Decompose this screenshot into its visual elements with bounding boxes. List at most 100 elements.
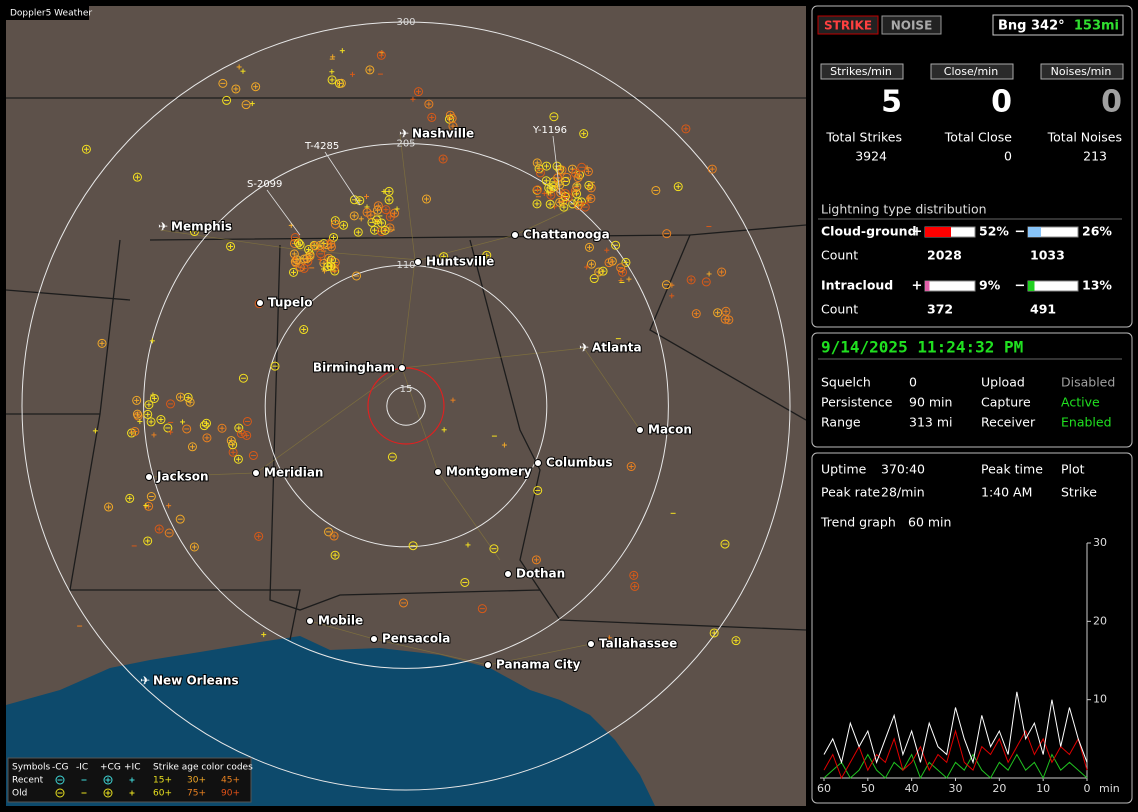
x-tick-label: 50 (861, 782, 875, 795)
strike-symbol (175, 514, 185, 524)
strike-symbol (336, 78, 346, 88)
city-dot (587, 640, 595, 648)
strike-ring (424, 99, 434, 109)
city-label: Panama City (496, 658, 581, 672)
strike-ring (555, 180, 565, 190)
strike-ring (330, 219, 340, 229)
strike-ring (489, 544, 499, 554)
strike-symbol (532, 199, 542, 209)
strike-ring (143, 409, 153, 419)
strike-symbol (329, 69, 335, 75)
strike-ring (662, 229, 672, 239)
ring-label: 300 (396, 17, 415, 28)
strike-symbol (387, 452, 397, 462)
setting-value: Active (1061, 395, 1100, 410)
strike-symbol (316, 249, 326, 259)
strike-symbol (226, 241, 236, 251)
strike-symbol (202, 433, 212, 443)
strike-symbol (618, 267, 628, 277)
strike-ring (681, 124, 691, 134)
strike-ring (329, 531, 339, 541)
strike-ring (372, 215, 382, 225)
strike-symbol (501, 442, 507, 448)
strike-ring (132, 395, 142, 405)
city-dot (534, 459, 542, 467)
strike-symbol (630, 581, 640, 591)
rate-value: 0 (1101, 85, 1122, 120)
total-value: 3924 (855, 149, 887, 164)
strike-ring (604, 258, 614, 268)
strike-ring (549, 182, 559, 192)
distance: 153mi (1074, 19, 1119, 34)
strike-symbol (295, 262, 305, 272)
total-label: Total Noises (1047, 130, 1122, 145)
city-label: Atlanta (592, 341, 642, 355)
clock: 9/14/2025 11:24:32 PM (821, 338, 1023, 357)
strike-symbol (365, 65, 375, 75)
strike-symbol (661, 280, 671, 290)
strike-symbol (92, 428, 98, 434)
sign: + (912, 225, 923, 240)
legend-symbol (103, 775, 113, 785)
strike-symbol (166, 399, 176, 409)
strike-symbol (376, 50, 386, 60)
strike-symbol (233, 454, 243, 464)
strike-ring (618, 267, 628, 277)
strike-symbol (292, 255, 302, 265)
strike-symbol (545, 199, 555, 209)
strike-symbol (441, 427, 447, 433)
strike-symbol (424, 99, 434, 109)
strike-symbol (450, 397, 456, 403)
strike-ring (270, 361, 280, 371)
strike-symbol (330, 550, 340, 560)
legend-symbol (55, 775, 65, 785)
legend-row: Recent (12, 776, 44, 786)
strike-ring (182, 424, 192, 434)
strike-symbol (242, 416, 252, 426)
strike-ring (586, 193, 596, 203)
setting-value: 0 (909, 375, 917, 390)
stat-text: 60 min (908, 515, 951, 530)
ring-label: 205 (396, 139, 415, 150)
strike-symbol (408, 541, 418, 551)
strike-symbol (241, 100, 251, 110)
strike-ring (589, 274, 599, 284)
rate-label: Noises/min (1051, 65, 1112, 78)
strike-ring (414, 87, 424, 97)
strike-symbol (299, 325, 309, 335)
rate-value: 0 (991, 85, 1012, 120)
strike-ring (164, 528, 174, 538)
strike-ring (691, 309, 701, 319)
count-label: Count (821, 248, 858, 263)
strike-symbol (584, 180, 594, 190)
strike-ring (222, 95, 232, 105)
strike-symbol (542, 161, 552, 171)
type-name: Cloud-ground (821, 224, 917, 239)
strike-symbol (621, 257, 631, 267)
strike-symbol (254, 531, 264, 541)
range-rings: 300 205 110 15 (21, 17, 791, 791)
total-label: Total Strikes (825, 130, 902, 145)
distribution-bar (1028, 281, 1035, 291)
airport-icon: ✈ (399, 127, 409, 141)
strike-symbol (339, 48, 345, 54)
city-label: Memphis (171, 220, 232, 234)
legend-column: -CG (52, 763, 69, 773)
range-ring (21, 21, 791, 791)
strike-symbol (586, 259, 596, 269)
strike-ring (125, 493, 135, 503)
mode-button[interactable] (817, 15, 879, 35)
strike-symbol (707, 164, 717, 174)
strike-ring (385, 223, 395, 233)
stat-text: 1:40 AM (981, 485, 1032, 500)
setting-value: Disabled (1061, 375, 1115, 390)
strike-ring (460, 577, 470, 587)
strike-symbol (713, 308, 723, 318)
stat-text: Plot (1061, 462, 1085, 477)
mode-button[interactable] (881, 15, 942, 35)
strike-symbol (541, 190, 547, 196)
strike-symbol (183, 392, 193, 402)
strike-symbol (482, 250, 492, 260)
strike-ring (187, 442, 197, 452)
strike-symbol (616, 263, 626, 273)
